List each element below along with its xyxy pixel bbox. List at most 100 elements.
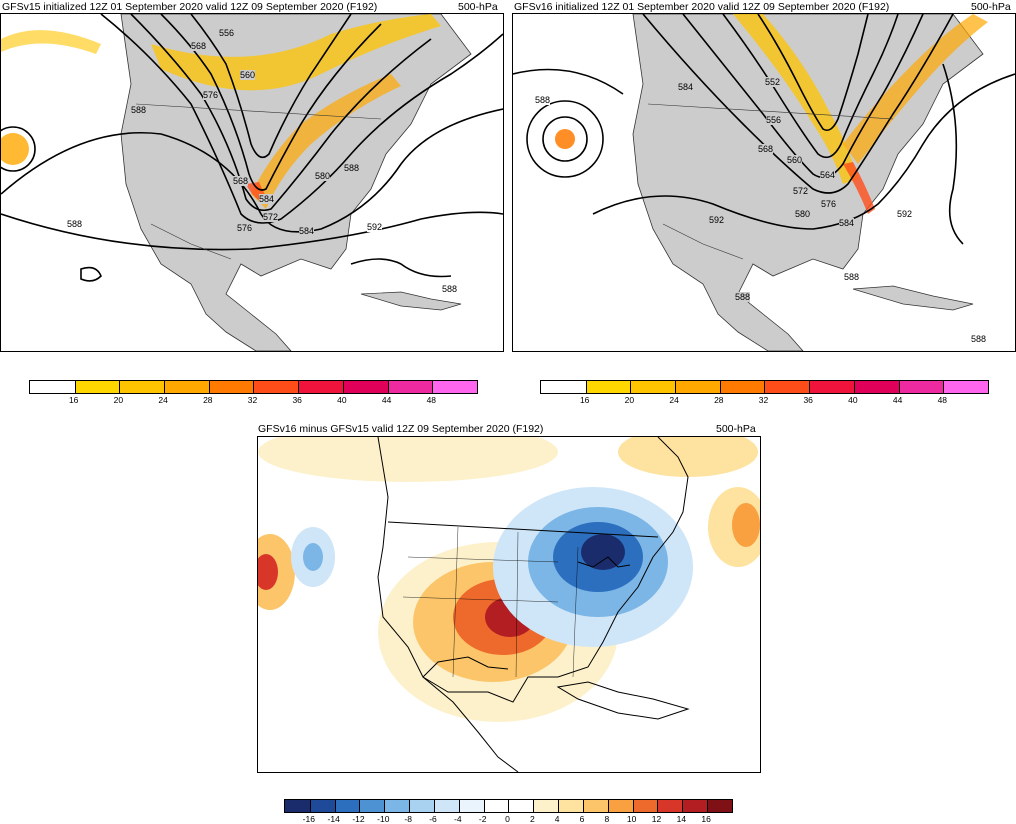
- contour-label: 592: [897, 209, 913, 219]
- caribbean-islands: [360, 291, 462, 311]
- contour-label: 592: [367, 222, 383, 232]
- colorbar-segment: [582, 800, 608, 812]
- negative-anomaly-core: [581, 534, 625, 570]
- jet-shading-1: [151, 14, 441, 91]
- colorbar-segment: [853, 381, 899, 393]
- contour-label: 580: [315, 171, 331, 181]
- colorbar-segment: [334, 800, 360, 812]
- colorbar-segment: [359, 800, 385, 812]
- contour-label: 556: [766, 115, 782, 125]
- top-left-level-label: 500-hPa: [458, 1, 498, 13]
- cyclone-shading: [555, 129, 575, 149]
- colorbar-segment: [119, 381, 165, 393]
- colorbar-segment: [208, 381, 254, 393]
- colorbar-segment: [508, 800, 534, 812]
- colorbar-segment: [164, 381, 209, 393]
- contour-label: 564: [820, 170, 836, 180]
- colorbar-tick-labels-left: 16 20 24 28 32 36 40 44 48: [29, 395, 476, 407]
- top-right-map: 588 584 552 556 568 560 564 572 576 580 …: [512, 13, 1016, 352]
- contour-label: 588: [442, 284, 458, 294]
- colorbar-tick-label: 32: [247, 395, 258, 405]
- colorbar-tick-label: 12: [651, 814, 662, 824]
- colorbar-tick-label: 20: [113, 395, 124, 405]
- colorbar-tick-labels-right: 16 20 24 28 32 36 40 44 48: [540, 395, 987, 407]
- cyclone-shading: [1, 133, 29, 165]
- colorbar-tick-label: -14: [327, 814, 340, 824]
- colorbar-tick-label: 28: [203, 395, 213, 405]
- colorbar-tick-label: 24: [158, 395, 168, 405]
- colorbar-segment: [719, 381, 765, 393]
- jet-speed-colorbar-left: [29, 380, 478, 394]
- colorbar-tick-label: 36: [803, 395, 813, 405]
- colorbar-tick-label: -10: [377, 814, 390, 824]
- colorbar-segment: [74, 381, 120, 393]
- colorbar-tick-label: 10: [626, 814, 637, 824]
- colorbar-segment: [707, 800, 732, 812]
- colorbar-tick-label: 44: [892, 395, 903, 405]
- colorbar-tick-label: 28: [714, 395, 724, 405]
- contour-label: 584: [299, 226, 315, 236]
- colorbar-segment: [285, 800, 310, 812]
- colorbar-segment: [433, 800, 459, 812]
- colorbar-segment: [409, 800, 434, 812]
- north-positive-anomaly: [258, 437, 558, 482]
- contour-label: 588: [844, 272, 860, 282]
- colorbar-tick-label: 32: [758, 395, 769, 405]
- pacific-positive-core: [258, 554, 278, 590]
- colorbar-tick-label: 8: [604, 814, 610, 824]
- atlantic-positive-mod: [732, 503, 760, 547]
- colorbar-tick-label: 48: [937, 395, 948, 405]
- contour-label: 556: [219, 28, 235, 38]
- colorbar-tick-label: 14: [676, 814, 687, 824]
- contour-label: 572: [263, 212, 279, 222]
- colorbar-tick-label: 20: [624, 395, 635, 405]
- colorbar-segment: [632, 800, 658, 812]
- colorbar-tick-label: 44: [381, 395, 392, 405]
- contour-label: 584: [839, 218, 855, 228]
- colorbar-segment: [809, 381, 854, 393]
- colorbar-tick-label: 6: [579, 814, 585, 824]
- colorbar-segment: [253, 381, 299, 393]
- pacific-negative-core: [303, 543, 323, 571]
- colorbar-segment: [675, 381, 720, 393]
- colorbar-segment: [764, 381, 810, 393]
- top-left-title: GFSv15 initialized 12Z 01 September 2020…: [2, 1, 378, 13]
- colorbar-segment: [657, 800, 683, 812]
- jet-shading-2: [843, 14, 988, 164]
- contour-label: 576: [237, 223, 253, 233]
- colorbar-segment: [458, 800, 484, 812]
- colorbar-tick-label: 4: [554, 814, 560, 824]
- colorbar-segment: [607, 800, 633, 812]
- colorbar-tick-label: 16: [68, 395, 79, 405]
- difference-level-label: 500-hPa: [716, 423, 756, 435]
- colorbar-segment: [30, 381, 75, 393]
- jet-shading-4: [1, 30, 101, 54]
- colorbar-tick-label: 40: [848, 395, 858, 405]
- colorbar-tick-label: -4: [454, 814, 462, 824]
- contour-label: 576: [203, 90, 219, 100]
- contour-label: 568: [191, 41, 207, 51]
- jet-shading-1: [733, 14, 858, 184]
- colorbar-segment: [585, 381, 631, 393]
- colorbar-segment: [309, 800, 335, 812]
- contour-label: 560: [787, 155, 803, 165]
- contour-label: 588: [344, 163, 360, 173]
- contour-label: 584: [259, 194, 275, 204]
- contour-label: 584: [678, 82, 694, 92]
- colorbar-segment: [483, 800, 509, 812]
- colorbar-segment: [342, 381, 388, 393]
- colorbar-segment: [533, 800, 559, 812]
- contour-label: 588: [67, 219, 83, 229]
- top-left-map: 556 568 560 576 588 568 580 584 588 572 …: [0, 13, 504, 352]
- colorbar-segment: [682, 800, 708, 812]
- colorbar-tick-label: 16: [579, 395, 590, 405]
- jet-shading-3: [843, 162, 875, 214]
- colorbar-tick-label: 2: [529, 814, 535, 824]
- contour-label: 568: [758, 144, 774, 154]
- jet-speed-colorbar-right: [540, 380, 989, 394]
- north-positive-anomaly-2: [618, 437, 758, 477]
- colorbar-tick-label: -16: [302, 814, 315, 824]
- colorbar-tick-label: -2: [478, 814, 487, 824]
- top-right-title: GFSv16 initialized 12Z 01 September 2020…: [514, 1, 890, 13]
- colorbar-segment: [298, 381, 343, 393]
